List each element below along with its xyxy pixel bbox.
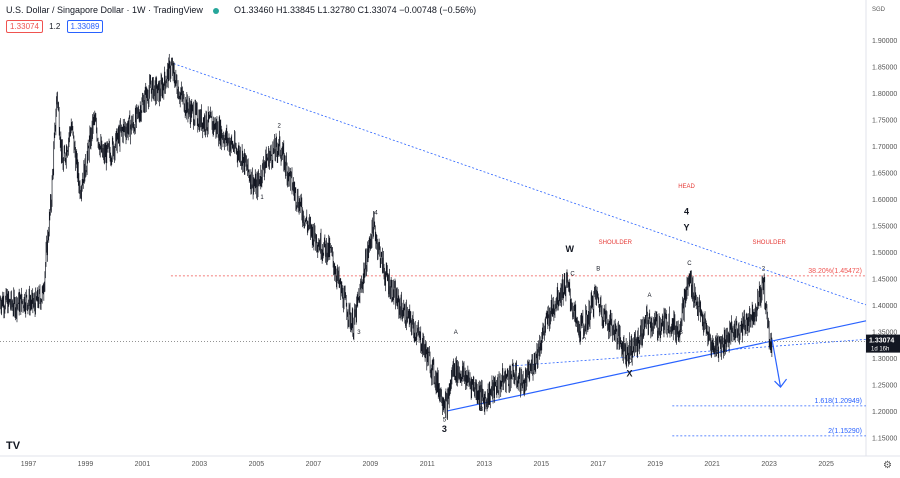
wave-label: 2 xyxy=(277,123,281,129)
price-tick-label: 1.40000 xyxy=(872,303,897,310)
price-tick-label: 1.15000 xyxy=(872,435,897,442)
wave-label: Y xyxy=(684,223,690,233)
bid-price-button[interactable]: 1.33074 xyxy=(6,20,43,33)
gear-icon[interactable]: ⚙ xyxy=(883,460,892,471)
symbol-title[interactable]: U.S. Dollar / Singapore Dollar · 1W · Tr… xyxy=(6,5,203,15)
chart-header: U.S. Dollar / Singapore Dollar · 1W · Tr… xyxy=(6,5,476,15)
wave-label: B xyxy=(679,330,683,336)
price-tick-label: 1.25000 xyxy=(872,382,897,389)
time-tick-label: 2009 xyxy=(363,461,379,468)
wave-label: B xyxy=(479,407,483,413)
market-status-icon xyxy=(213,7,220,14)
bid-ask-pills: 1.33074 1.2 1.33089 xyxy=(6,20,107,33)
price-tick-label: 1.65000 xyxy=(872,170,897,177)
price-tick-label: 1.50000 xyxy=(872,250,897,257)
wave-label: X xyxy=(627,368,633,378)
wave-label: A xyxy=(454,330,458,336)
trendline-inner-support xyxy=(512,338,867,367)
time-tick-label: 1997 xyxy=(21,461,37,468)
price-tick-label: 1.70000 xyxy=(872,144,897,151)
price-tick-label: 1.35000 xyxy=(872,329,897,336)
current-price-box xyxy=(866,334,900,353)
wave-label: C xyxy=(687,261,692,267)
wave-label: A xyxy=(647,293,651,299)
time-tick-label: 2019 xyxy=(647,461,663,468)
price-tick-label: 1.60000 xyxy=(872,197,897,204)
ohlc-values: O1.33460 H1.33845 L1.32780 C1.33074 −0.0… xyxy=(233,5,477,15)
forecast-arrow xyxy=(771,339,782,388)
currency-label: SGD xyxy=(872,7,886,13)
time-tick-label: 2003 xyxy=(192,461,208,468)
wave-label: HEAD xyxy=(678,184,695,190)
time-tick-label: 2017 xyxy=(590,461,606,468)
bar-countdown-label: 1d 16h xyxy=(871,347,889,353)
wave-label: 4 xyxy=(374,211,378,217)
wave-label: 3 xyxy=(442,424,447,434)
fib-level-label: 2(1.15290) xyxy=(828,428,862,435)
forecast-arrowhead xyxy=(774,378,788,388)
time-tick-label: 2023 xyxy=(761,461,777,468)
time-tick-label: 2025 xyxy=(818,461,834,468)
wave-label: C xyxy=(570,272,575,278)
current-price-label: 1.33074 xyxy=(869,338,894,345)
price-tick-label: 1.85000 xyxy=(872,64,897,71)
time-tick-label: 2007 xyxy=(306,461,322,468)
wave-label: A xyxy=(582,335,586,341)
wave-label: 2 xyxy=(762,266,766,272)
time-tick-label: 2013 xyxy=(476,461,492,468)
wave-label: 5 xyxy=(443,418,447,424)
bottom-toolbar: ⚙ xyxy=(875,460,892,471)
time-tick-label: 2001 xyxy=(135,461,151,468)
time-tick-label: 2021 xyxy=(704,461,720,468)
time-tick-label: 1999 xyxy=(78,461,94,468)
time-tick-label: 2005 xyxy=(249,461,265,468)
price-tick-label: 1.45000 xyxy=(872,276,897,283)
wave-label: 1 xyxy=(260,195,264,201)
price-tick-label: 1.75000 xyxy=(872,117,897,124)
spread-value: 1.2 xyxy=(49,22,61,31)
wave-label: 4 xyxy=(684,207,689,217)
wave-label: W xyxy=(565,244,574,254)
price-tick-label: 1.55000 xyxy=(872,223,897,230)
time-tick-label: 2011 xyxy=(420,461,435,468)
wave-label: SHOULDER xyxy=(752,240,786,246)
fib-level-label: 1.618(1.20949) xyxy=(815,398,862,405)
fib-level-label: 38.20%(1.45472) xyxy=(808,268,862,275)
time-tick-label: 2015 xyxy=(533,461,549,468)
tradingview-logo[interactable]: TV xyxy=(6,440,21,452)
ask-price-button[interactable]: 1.33089 xyxy=(66,20,104,33)
price-tick-label: 1.90000 xyxy=(872,38,897,45)
trendline-lower-support xyxy=(447,320,867,412)
wave-label: B xyxy=(596,266,600,272)
candles-group xyxy=(0,53,773,420)
wave-label: SHOULDER xyxy=(599,240,633,246)
price-tick-label: 1.20000 xyxy=(872,409,897,416)
wave-label: 1 xyxy=(713,346,717,352)
wave-label: C xyxy=(627,359,632,365)
wave-label: 3 xyxy=(357,330,361,336)
price-tick-label: 1.80000 xyxy=(872,91,897,98)
price-tick-label: 1.30000 xyxy=(872,356,897,363)
